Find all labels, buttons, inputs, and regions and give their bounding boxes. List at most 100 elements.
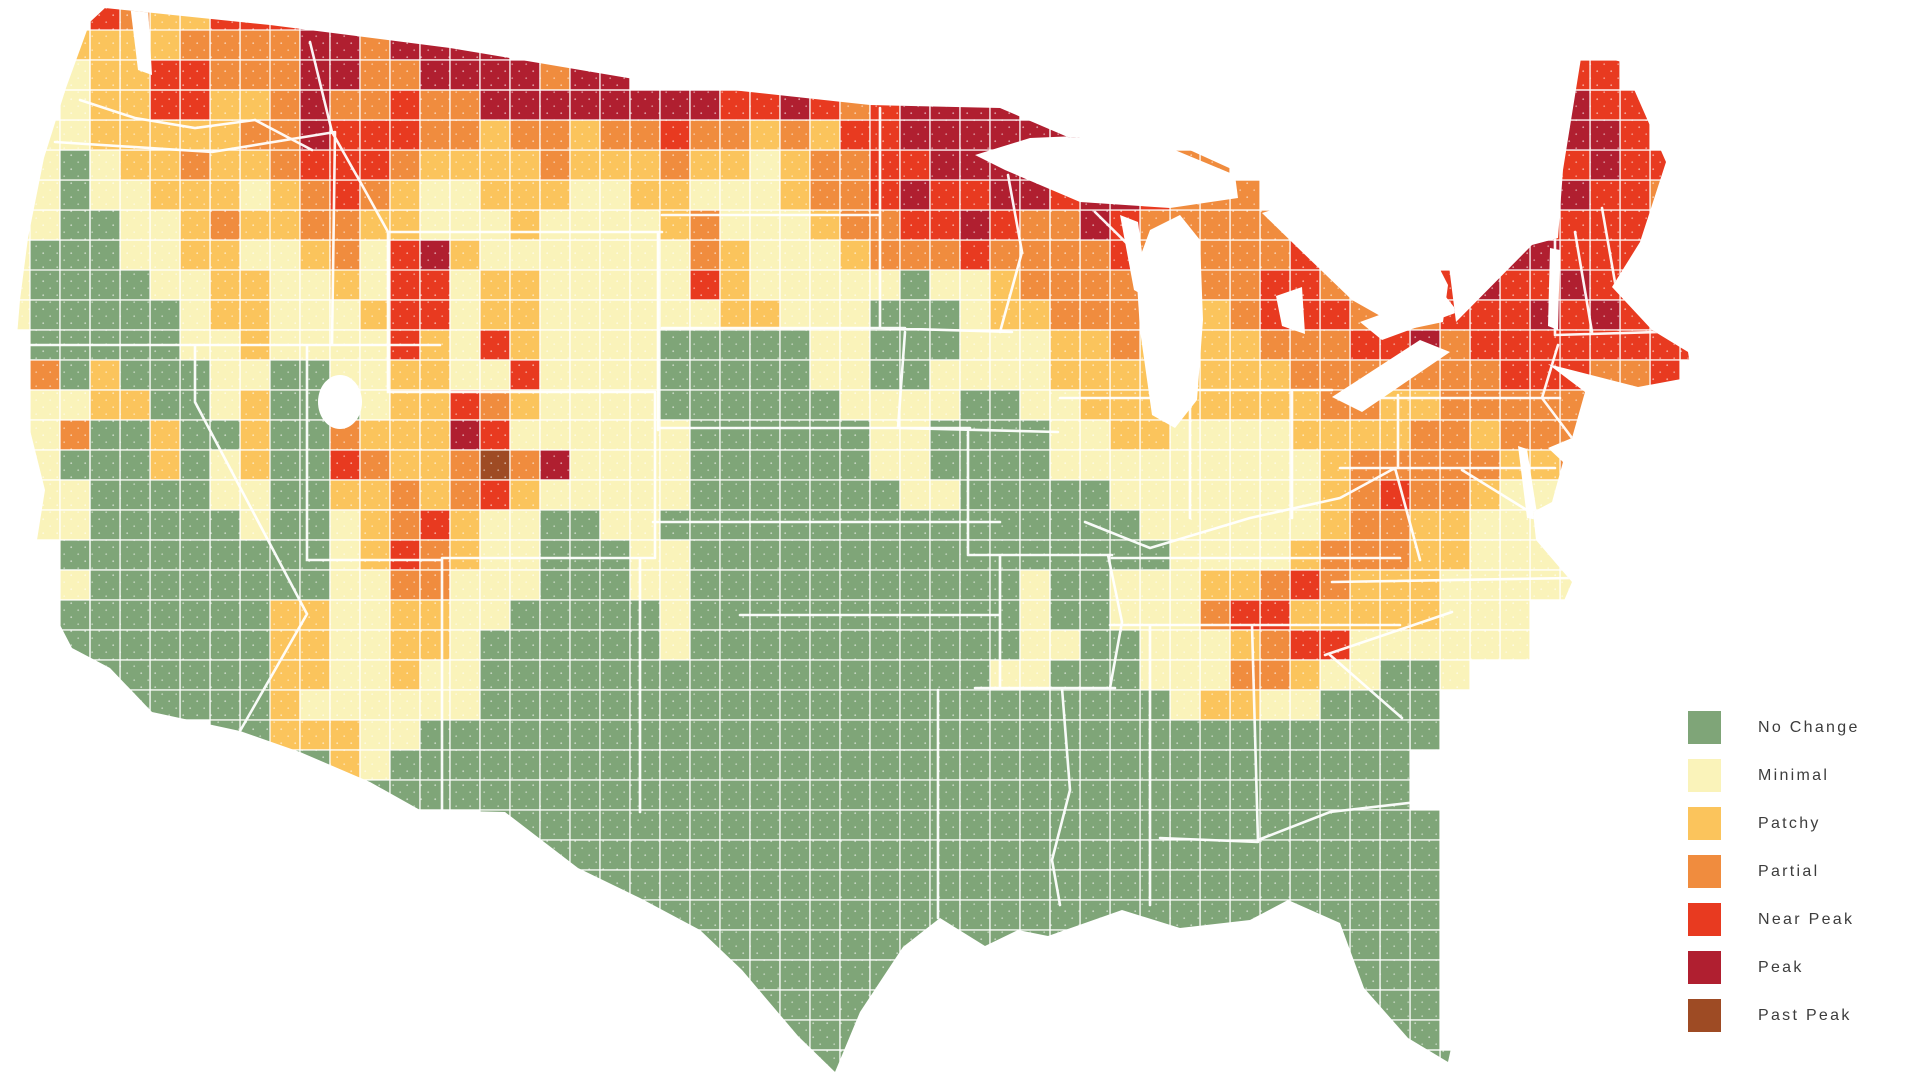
county-cell[interactable] — [1080, 960, 1110, 990]
county-cell[interactable] — [1230, 1020, 1260, 1050]
county-cell[interactable] — [1650, 240, 1680, 270]
county-cell[interactable] — [1530, 180, 1560, 210]
county-cell[interactable] — [1170, 990, 1200, 1020]
county-cell[interactable] — [1500, 180, 1530, 210]
county-cell[interactable] — [1170, 1020, 1200, 1050]
county-cell[interactable] — [510, 840, 540, 870]
county-cell[interactable] — [1110, 990, 1140, 1020]
county-cell[interactable] — [1320, 990, 1350, 1020]
county-cell[interactable] — [990, 990, 1020, 1020]
county-cell[interactable] — [1260, 990, 1290, 1020]
county-cell[interactable] — [1500, 210, 1530, 240]
county-cell[interactable] — [1, 450, 30, 480]
county-cell[interactable] — [1290, 960, 1320, 990]
county-cell[interactable] — [1050, 990, 1080, 1020]
county-cell[interactable] — [1020, 960, 1050, 990]
county-cell[interactable] — [960, 960, 990, 990]
county-cell[interactable] — [540, 870, 570, 900]
county-cell[interactable] — [870, 990, 900, 1020]
county-cell[interactable] — [1260, 1020, 1290, 1050]
county-cell[interactable] — [1110, 960, 1140, 990]
county-cell[interactable] — [1170, 960, 1200, 990]
county-cell[interactable] — [1050, 1020, 1080, 1050]
county-cell[interactable] — [570, 900, 600, 930]
county-cell[interactable] — [330, 780, 360, 810]
county-cell[interactable] — [1350, 1020, 1380, 1050]
county-cell[interactable] — [1320, 960, 1350, 990]
county-cell[interactable] — [1, 210, 30, 240]
county-cell[interactable] — [930, 930, 960, 960]
county-cell[interactable] — [60, 660, 90, 690]
county-cell[interactable] — [750, 1050, 780, 1080]
county-cell[interactable] — [930, 960, 960, 990]
county-cell[interactable] — [1350, 1050, 1380, 1080]
county-cell[interactable] — [1020, 1020, 1050, 1050]
county-cell[interactable] — [1080, 930, 1110, 960]
county-cell[interactable] — [750, 1020, 780, 1050]
county-cell[interactable] — [870, 1020, 900, 1050]
county-cell[interactable] — [1410, 1050, 1440, 1080]
county-cell[interactable] — [900, 990, 930, 1020]
county-cell[interactable] — [660, 960, 690, 990]
county-cell[interactable] — [990, 960, 1020, 990]
county-cell[interactable] — [1200, 960, 1230, 990]
county-cell[interactable] — [1050, 930, 1080, 960]
county-cell[interactable] — [60, 690, 90, 720]
county-cell[interactable] — [1260, 930, 1290, 960]
county-cell[interactable] — [630, 930, 660, 960]
county-cell[interactable] — [960, 1020, 990, 1050]
county-cell[interactable] — [1530, 120, 1560, 150]
county-cell[interactable] — [1620, 270, 1650, 300]
county-cell[interactable] — [690, 990, 720, 1020]
county-cell[interactable] — [1470, 240, 1500, 270]
county-cell[interactable] — [1080, 990, 1110, 1020]
county-cell[interactable] — [900, 1020, 930, 1050]
county-cell[interactable] — [660, 990, 690, 1020]
county-cell[interactable] — [1110, 930, 1140, 960]
county-cell[interactable] — [1530, 90, 1560, 120]
county-cell[interactable] — [480, 810, 510, 840]
county-cell[interactable] — [1560, 540, 1590, 570]
county-cell[interactable] — [1560, 450, 1590, 480]
county-cell[interactable] — [1560, 480, 1590, 510]
county-cell[interactable] — [930, 1020, 960, 1050]
county-cell[interactable] — [1170, 930, 1200, 960]
county-cell[interactable] — [1470, 210, 1500, 240]
county-cell[interactable] — [1140, 960, 1170, 990]
county-cell[interactable] — [270, 750, 300, 780]
county-cell[interactable] — [1080, 1020, 1110, 1050]
county-cell[interactable] — [1650, 300, 1680, 330]
county-cell[interactable] — [960, 990, 990, 1020]
county-cell[interactable] — [930, 990, 960, 1020]
county-cell[interactable] — [990, 1020, 1020, 1050]
county-cell[interactable] — [1260, 960, 1290, 990]
county-cell[interactable] — [330, 1, 360, 30]
county-cell[interactable] — [1140, 930, 1170, 960]
county-cell[interactable] — [780, 1050, 810, 1080]
county-cell[interactable] — [600, 930, 630, 960]
county-cell[interactable] — [300, 780, 330, 810]
county-cell[interactable] — [900, 960, 930, 990]
county-cell[interactable] — [1290, 930, 1320, 960]
county-cell[interactable] — [1650, 270, 1680, 300]
county-cell[interactable] — [690, 960, 720, 990]
county-cell[interactable] — [1650, 210, 1680, 240]
county-cell[interactable] — [600, 900, 630, 930]
county-cell[interactable] — [1320, 1020, 1350, 1050]
county-cell[interactable] — [720, 1020, 750, 1050]
county-cell[interactable] — [1050, 960, 1080, 990]
county-cell[interactable] — [1110, 1020, 1140, 1050]
county-cell[interactable] — [1230, 960, 1260, 990]
county-cell[interactable] — [1230, 990, 1260, 1020]
county-cell[interactable] — [840, 1050, 870, 1080]
county-cell[interactable] — [270, 1, 300, 30]
county-cell[interactable] — [1380, 1050, 1410, 1080]
county-cell[interactable] — [1140, 990, 1170, 1020]
county-cell[interactable] — [1530, 210, 1560, 240]
county-cell[interactable] — [1200, 990, 1230, 1020]
county-cell[interactable] — [630, 960, 660, 990]
county-cell[interactable] — [1230, 930, 1260, 960]
county-cell[interactable] — [1530, 150, 1560, 180]
county-cell[interactable] — [1140, 1020, 1170, 1050]
